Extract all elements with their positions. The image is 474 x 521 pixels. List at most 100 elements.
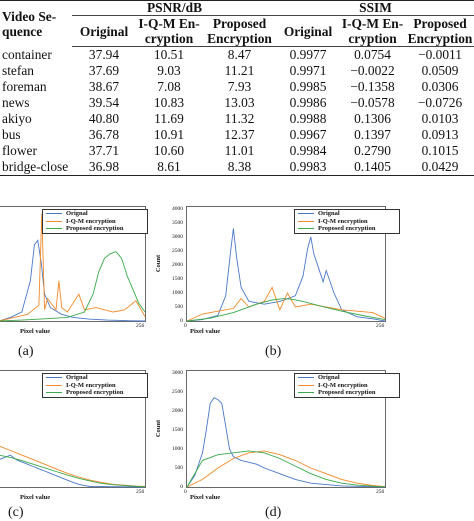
- y-tick-label: 1500: [172, 427, 183, 433]
- table-row: akiyo 40.80 11.69 11.32 0.9988 0.1306 0.0103: [0, 111, 474, 127]
- table-cell: 0.1306: [354, 111, 391, 126]
- y-tick-label: 2500: [172, 389, 183, 395]
- y-tick-label: 2500: [172, 248, 183, 254]
- histogram-svg: [186, 370, 386, 488]
- x-axis-title: Pixel value: [190, 328, 221, 335]
- table-cell: 0.9985: [289, 79, 327, 94]
- table-cell: −0.0578: [350, 95, 395, 110]
- table-cell: 10.51: [153, 47, 185, 62]
- legend-label: Proposed encryption: [318, 389, 376, 396]
- table-cell: 0.0306: [421, 79, 459, 94]
- corner-line1: Video Se-: [2, 8, 57, 24]
- table-cell: 38.67: [88, 79, 120, 94]
- legend-swatch: [46, 392, 62, 394]
- sub-line: I-Q-M En-: [138, 16, 200, 31]
- y-tick-label: 500: [174, 304, 183, 310]
- table-cell: −0.0011: [418, 47, 462, 62]
- legend-label: Proposed encryption: [66, 389, 124, 396]
- legend-label: I-Q-M encryption: [66, 381, 116, 389]
- legend-item: I-Q-M encryption: [43, 218, 147, 226]
- plot-frame: [186, 370, 386, 488]
- legend-swatch: [298, 384, 314, 386]
- legend-item: Proposed encryption: [295, 225, 399, 233]
- y-tick-label: 500: [174, 465, 183, 471]
- table-cell: 13.03: [224, 95, 255, 110]
- table-cell: 0.9967: [289, 127, 327, 142]
- table-cell: 37.69: [88, 63, 120, 78]
- plot-frame: [0, 206, 146, 322]
- series-line: [186, 286, 386, 322]
- subheader-psnr-iqm: I-Q-M En-cryption: [136, 15, 202, 47]
- subheader-psnr-original: Original: [72, 15, 136, 47]
- table-row: bridge-close 36.98 8.61 8.38 0.9983 0.1405 0.0…: [0, 159, 474, 176]
- subheader-ssim-proposed: Proposed Encryption: [406, 15, 474, 47]
- series-line: [186, 298, 386, 322]
- table-row: stefan 37.69 9.03 11.21 0.9971 −0.0022 0.0509: [0, 63, 474, 79]
- legend-swatch: [46, 220, 62, 222]
- x-tick-label: 0: [184, 323, 187, 329]
- histogram-panel: Orignal I-Q-M encryption Proposed encrypti…: [0, 206, 148, 322]
- row-label: news: [2, 95, 30, 110]
- y-axis-title: Count: [155, 419, 163, 438]
- results-table: Video Se- quence PSNR/dB SSIM Original I…: [0, 0, 474, 176]
- histogram-svg: [0, 206, 146, 322]
- y-tick-label: 3000: [172, 370, 183, 376]
- legend-swatch: [298, 213, 314, 215]
- table-cell: 10.91: [153, 127, 185, 142]
- subheader-ssim-original: Original: [277, 15, 339, 47]
- legend-label: I-Q-M encryption: [318, 217, 368, 225]
- x-tick-label: 0: [184, 489, 187, 495]
- group-header-psnr: PSNR/dB: [72, 0, 277, 16]
- histogram-panel: Orignal I-Q-M encryption Proposed encrypti…: [186, 370, 400, 488]
- y-tick-label: 2000: [172, 408, 183, 414]
- sub-line: cryption: [348, 31, 397, 46]
- x-axis-title: Pixel value: [20, 328, 51, 335]
- series-line: [186, 450, 386, 488]
- series-line: [186, 450, 386, 488]
- legend-item: Proposed encryption: [43, 225, 147, 233]
- panel-label: (d): [265, 505, 282, 520]
- row-label: flower: [2, 143, 37, 158]
- sub-line: I-Q-M En-: [341, 16, 404, 31]
- table-cell: 7.08: [157, 79, 181, 94]
- panel-label: (c): [8, 505, 24, 520]
- table-cell: 7.93: [227, 79, 252, 94]
- chart-legend: Orignal I-Q-M encryption Proposed encrypti…: [42, 209, 148, 234]
- histogram-panel: Orignal I-Q-M encryption Proposed encrypti…: [0, 370, 148, 488]
- table-cell: 11.69: [154, 111, 184, 126]
- table-cell: 0.2790: [354, 143, 391, 158]
- row-label: stefan: [2, 63, 34, 78]
- sub-line: Proposed: [413, 16, 467, 31]
- series-line: [0, 213, 146, 322]
- legend-item: Orignal: [43, 210, 147, 218]
- table-cell: 36.78: [88, 127, 120, 142]
- chart-legend: Orignal I-Q-M encryption Proposed encrypti…: [294, 373, 400, 398]
- plot-frame: [0, 370, 146, 488]
- corner-header: Video Se- quence: [0, 0, 72, 47]
- row-label: akiyo: [2, 111, 32, 126]
- y-tick-label: 3000: [172, 234, 183, 240]
- histogram-panel: Orignal I-Q-M encryption Proposed encrypti…: [186, 206, 400, 322]
- legend-item: I-Q-M encryption: [295, 382, 399, 390]
- y-tick-label: 1000: [172, 290, 183, 296]
- table-cell: 8.38: [202, 159, 277, 176]
- legend-swatch: [46, 213, 62, 215]
- y-tick-label: 1000: [172, 446, 183, 452]
- table-cell: 11.21: [224, 63, 255, 78]
- legend-swatch: [298, 228, 314, 230]
- table-row: container 37.94 10.51 8.47 0.9977 0.0754 −0.00…: [0, 47, 474, 64]
- table-cell: 0.0913: [421, 127, 459, 142]
- series-line: [0, 454, 146, 488]
- row-label: bridge-close: [0, 159, 72, 176]
- legend-label: Proposed encryption: [318, 225, 376, 232]
- table-cell: 11.01: [224, 143, 255, 158]
- legend-label: Orignal: [318, 374, 340, 381]
- table-cell: 0.0754: [354, 47, 391, 62]
- y-axis-title: Count: [155, 254, 163, 273]
- series-line: [0, 454, 146, 488]
- table-cell: −0.0726: [417, 95, 463, 110]
- table-cell: 0.1405: [339, 159, 406, 176]
- table-cell: 8.61: [136, 159, 202, 176]
- x-tick-label: 256: [376, 489, 385, 495]
- table-cell: −0.0022: [350, 63, 395, 78]
